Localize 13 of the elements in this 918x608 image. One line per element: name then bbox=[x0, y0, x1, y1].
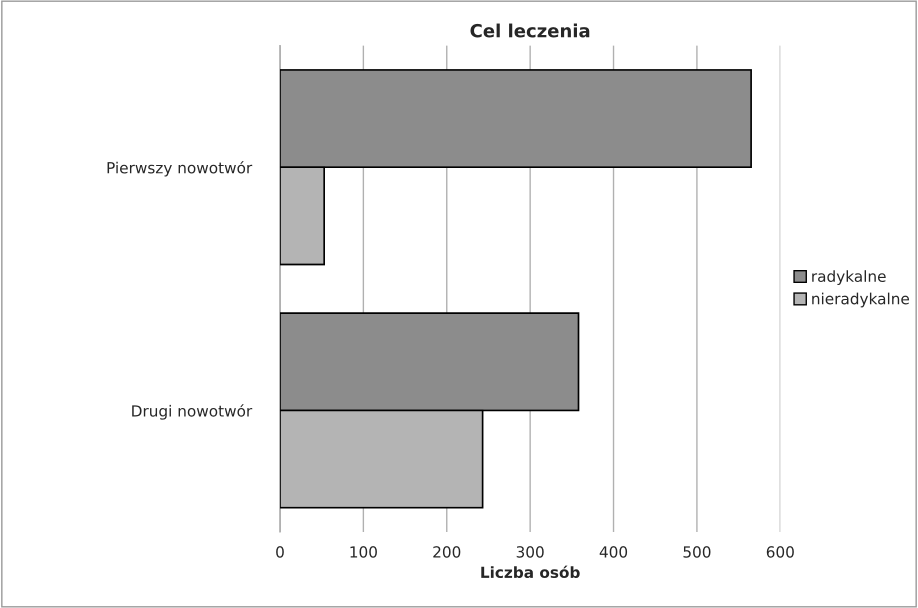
legend-label: nieradykalne bbox=[812, 292, 910, 308]
x-tick-label: 100 bbox=[350, 546, 377, 558]
x-tick-label: 300 bbox=[516, 546, 544, 558]
x-tick-label: 200 bbox=[433, 546, 460, 558]
x-tick-label: 500 bbox=[684, 546, 710, 558]
y-tick-label: Drugi nowotwór bbox=[132, 404, 252, 420]
x-tick-label: 600 bbox=[766, 546, 794, 558]
chart-title: Cel leczenia bbox=[470, 24, 590, 38]
x-tick-label: 400 bbox=[600, 546, 628, 558]
x-axis-title: Liczba osób bbox=[481, 566, 580, 578]
legend-label: radykalne bbox=[812, 270, 886, 285]
x-tick-label: 0 bbox=[276, 546, 284, 558]
y-tick-label: Pierwszy nowotwór bbox=[108, 161, 252, 176]
